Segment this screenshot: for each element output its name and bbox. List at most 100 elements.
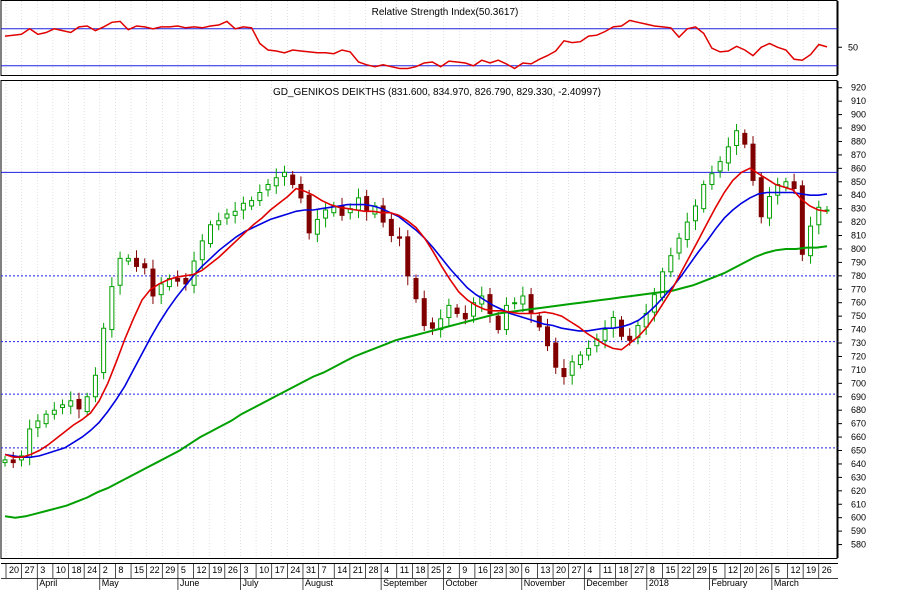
day-label: 25 [431,565,441,575]
candlestick [60,399,66,415]
day-label: 26 [228,565,238,575]
day-label: 19 [806,565,816,575]
price-tick-label: 680 [851,405,866,415]
candlestick [413,274,419,303]
month-label: 2018 [649,578,669,588]
candlestick [117,251,123,295]
day-label: 29 [165,565,175,575]
candlestick [51,402,57,420]
candlestick [109,277,115,338]
candlestick [101,322,107,380]
candlestick [84,392,90,416]
price-tick-label: 650 [851,446,866,456]
day-label: 3 [40,565,45,575]
day-label: 20 [9,565,19,575]
day-label: 2 [103,565,108,575]
day-label: 22 [681,565,691,575]
day-label: 3 [243,565,248,575]
price-tick-label: 690 [851,392,866,402]
candlestick [561,359,567,385]
candlestick [569,355,575,385]
day-label: 29 [697,565,707,575]
candlestick [257,184,263,206]
day-label: 20 [556,565,566,575]
moving-average-fast-line [4,167,828,458]
price-tick-label: 900 [851,110,866,120]
candlestick [199,234,205,270]
price-tick-label: 710 [851,365,866,375]
price-tick-label: 670 [851,419,866,429]
day-label: 11 [400,565,409,575]
candlestick [766,187,772,227]
day-label: 27 [572,565,582,575]
price-tick-label: 860 [851,163,866,173]
day-label: 14 [337,565,347,575]
candlestick [471,297,477,323]
month-label: June [180,578,200,588]
candlestick [224,208,230,225]
price-tick-label: 720 [851,351,866,361]
candlestick [35,414,41,438]
candlestick [816,200,822,235]
month-label: December [586,578,628,588]
price-tick-label: 730 [851,338,866,348]
price-tick-label: 610 [851,499,866,509]
day-label: 5 [712,565,717,575]
price-tick-label: 830 [851,204,866,214]
price-tick-label: 630 [851,472,866,482]
month-label: August [305,578,334,588]
candlestick [668,247,674,278]
month-label: February [711,578,748,588]
candlestick [734,123,740,155]
rsi-series-line [4,19,828,70]
candlestick [175,270,181,287]
candlestick [232,201,238,224]
candlestick [240,196,246,220]
rsi-y-axis: 50 [838,42,858,52]
candlestick [750,136,756,186]
day-label: 24 [87,565,97,575]
day-label: 16 [478,565,488,575]
candlestick [684,212,690,248]
price-tick-label: 850 [851,177,866,187]
day-label: 11 [603,565,612,575]
price-tick-label: 820 [851,217,866,227]
candlestick [553,337,559,374]
month-label: April [39,578,57,588]
day-label: 12 [728,565,738,575]
price-y-axis: 920 910 900 890 880 870 860 850 840 830 820 810 800 7… [837,1,866,558]
price-tick-label: 580 [851,540,866,550]
month-label: March [774,578,799,588]
day-label: 20 [744,565,754,575]
price-panel-frame [0,80,838,559]
candlestick [290,171,296,189]
price-tick-label: 920 [851,83,866,93]
price-tick-label: 590 [851,526,866,536]
price-tick-label: 760 [851,298,866,308]
rsi-gridlines [5,1,820,75]
day-label: 24 [290,565,300,575]
candlestick [709,165,715,190]
candlestick [421,290,427,331]
day-label: 8 [650,565,655,575]
candlestick [158,277,164,305]
day-label: 26 [759,565,769,575]
price-tick-label: 880 [851,136,866,146]
candlestick [758,172,764,224]
day-label: 17 [275,565,285,575]
candlestick [68,391,74,415]
candlestick [520,286,526,313]
candlestick [2,455,8,467]
candlestick [405,230,411,286]
rsi-tick-label: 50 [848,42,858,52]
moving-average-mid-line [4,191,828,458]
candlestick [306,189,312,240]
candlestick [692,199,698,231]
candlestick [503,297,509,335]
candlestick [249,196,255,210]
rsi-panel-frame [0,0,838,76]
day-label: 5 [775,565,780,575]
candlestick [150,259,156,305]
day-label: 2 [447,565,452,575]
